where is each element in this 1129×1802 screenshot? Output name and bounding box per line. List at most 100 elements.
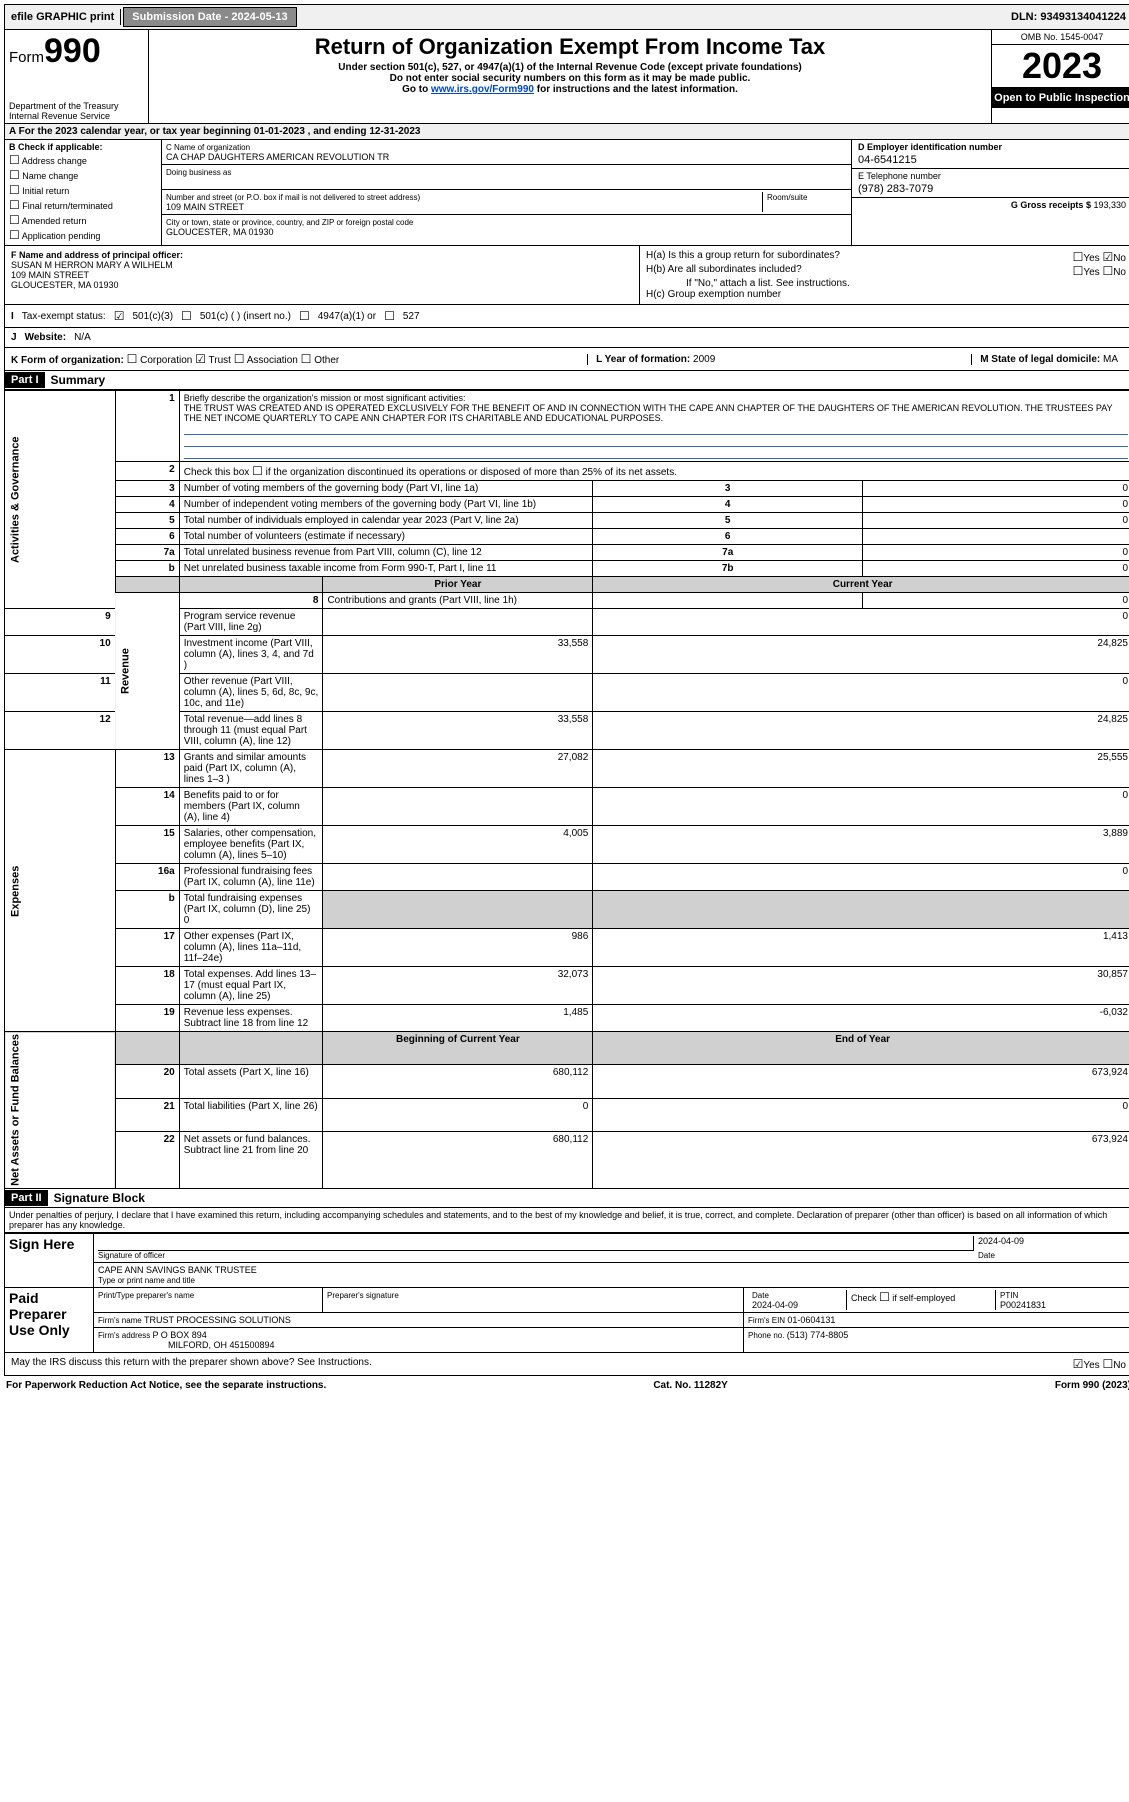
header-right: OMB No. 1545-0047 2023 Open to Public In… xyxy=(991,30,1129,123)
open-inspection: Open to Public Inspection xyxy=(992,88,1129,108)
website-value: N/A xyxy=(74,332,91,343)
val-17-prior: 986 xyxy=(323,929,593,967)
prep-sig-cell: Preparer's signature xyxy=(323,1287,744,1312)
val-7b: 0 xyxy=(863,561,1129,577)
sig-officer-row: 2024-04-09 Signature of officerDate xyxy=(94,1233,1129,1262)
col-end-year: End of Year xyxy=(593,1032,1129,1065)
firm-name-cell: Firm's name TRUST PROCESSING SOLUTIONS xyxy=(94,1312,744,1327)
ein-row: D Employer identification number 04-6541… xyxy=(852,140,1129,169)
state-domicile: MA xyxy=(1103,354,1118,365)
col-current-year: Current Year xyxy=(593,577,1129,593)
val-19-prior: 1,485 xyxy=(323,1005,593,1032)
row-j-website: J Website: N/A xyxy=(4,328,1129,348)
val-4: 0 xyxy=(863,497,1129,513)
side-net-assets: Net Assets or Fund Balances xyxy=(5,1032,116,1189)
ptin-value: P00241831 xyxy=(1000,1300,1046,1310)
chk-527[interactable]: ☐ xyxy=(384,309,395,323)
gross-receipts: 193,330 xyxy=(1093,200,1126,210)
page-footer: For Paperwork Reduction Act Notice, see … xyxy=(4,1376,1129,1395)
val-22: 673,924 xyxy=(593,1132,1129,1188)
val-10: 24,825 xyxy=(593,636,1129,674)
discuss-no[interactable]: ☐ xyxy=(1102,1357,1113,1371)
submission-date-btn[interactable]: Submission Date - 2024-05-13 xyxy=(123,7,296,27)
val-20-begin: 680,112 xyxy=(323,1065,593,1098)
section-fh: F Name and address of principal officer:… xyxy=(4,246,1129,305)
dln: DLN: 93493134041224 xyxy=(1005,9,1129,25)
subtitle-1: Under section 501(c), 527, or 4947(a)(1)… xyxy=(153,62,987,73)
footer-catno: Cat. No. 11282Y xyxy=(653,1380,727,1391)
mission-text: THE TRUST WAS CREATED AND IS OPERATED EX… xyxy=(184,403,1113,423)
h-c-label: H(c) Group exemption number xyxy=(646,289,1126,300)
tax-year-box: 2023 xyxy=(992,45,1129,88)
irs-form990-link[interactable]: www.irs.gov/Form990 xyxy=(431,84,534,95)
chk-4947[interactable]: ☐ xyxy=(299,309,310,323)
chk-corp[interactable]: ☐ xyxy=(127,352,138,366)
line-2: Check this box ☐ if the organization dis… xyxy=(179,462,1129,481)
org-name-row: C Name of organization CA CHAP DAUGHTERS… xyxy=(162,140,851,165)
subtitle-2: Do not enter social security numbers on … xyxy=(153,73,987,84)
form-header: Form990 Department of the Treasury Inter… xyxy=(4,30,1129,124)
discuss-row: May the IRS discuss this return with the… xyxy=(4,1353,1129,1376)
val-6 xyxy=(863,529,1129,545)
side-revenue: Revenue xyxy=(115,593,179,750)
footer-formref: Form 990 (2023) xyxy=(1055,1380,1129,1391)
tel-row: E Telephone number (978) 283-7079 xyxy=(852,169,1129,198)
col-begin-year: Beginning of Current Year xyxy=(323,1032,593,1065)
val-15: 3,889 xyxy=(593,826,1129,864)
line-a-tax-year: A For the 2023 calendar year, or tax yea… xyxy=(4,124,1129,140)
val-18-prior: 32,073 xyxy=(323,967,593,1005)
val-12: 24,825 xyxy=(593,712,1129,750)
form-number: Form990 xyxy=(9,32,144,71)
chk-501c[interactable]: ☐ xyxy=(181,309,192,323)
chk-app-pending[interactable]: ☐ Application pending xyxy=(9,228,157,242)
val-19: -6,032 xyxy=(593,1005,1129,1032)
efile-label: efile GRAPHIC print xyxy=(5,9,121,25)
col-c-org-info: C Name of organization CA CHAP DAUGHTERS… xyxy=(162,140,851,245)
chk-assoc[interactable]: ☐ xyxy=(234,352,245,366)
row-k-form-org: K Form of organization: ☐ Corporation ☑ … xyxy=(4,348,1129,371)
principal-officer: F Name and address of principal officer:… xyxy=(5,246,640,304)
footer-left: For Paperwork Reduction Act Notice, see … xyxy=(6,1380,326,1391)
header-mid: Return of Organization Exempt From Incom… xyxy=(149,30,991,123)
chk-address-change[interactable]: ☐ Address change xyxy=(9,153,157,167)
val-10-prior: 33,558 xyxy=(323,636,593,674)
sign-here-label: Sign Here xyxy=(5,1233,94,1287)
prep-right-cell: Date2024-04-09 Check ☐ if self-employed … xyxy=(744,1287,1129,1312)
chk-trust[interactable]: ☑ xyxy=(195,352,206,366)
firm-ein-cell: Firm's EIN 01-0604131 xyxy=(744,1312,1129,1327)
street-address: 109 MAIN STREET xyxy=(166,202,244,212)
gross-receipts-row: G Gross receipts $ 193,330 xyxy=(852,198,1129,212)
part1-header: Part I Summary xyxy=(4,371,1129,390)
form-title: Return of Organization Exempt From Incom… xyxy=(153,34,987,60)
val-22-begin: 680,112 xyxy=(323,1132,593,1188)
row-i-tax-exempt: I Tax-exempt status: ☑501(c)(3) ☐501(c) … xyxy=(4,305,1129,328)
val-20: 673,924 xyxy=(593,1065,1129,1098)
firm-phone-cell: Phone no. (513) 774-8805 xyxy=(744,1327,1129,1352)
val-18: 30,857 xyxy=(593,967,1129,1005)
signature-block: Sign Here 2024-04-09 Signature of office… xyxy=(4,1233,1129,1353)
discuss-yes[interactable]: ☑ xyxy=(1073,1357,1084,1371)
b-label: B Check if applicable: xyxy=(9,142,103,152)
chk-initial-return[interactable]: ☐ Initial return xyxy=(9,183,157,197)
paid-preparer-label: Paid Preparer Use Only xyxy=(5,1287,94,1352)
chk-name-change[interactable]: ☐ Name change xyxy=(9,168,157,182)
irs-label: Internal Revenue Service xyxy=(9,111,144,121)
firm-addr-cell: Firm's address P O BOX 894 MILFORD, OH 4… xyxy=(94,1327,744,1352)
chk-501c3[interactable]: ☑ xyxy=(114,309,125,323)
part2-header: Part II Signature Block xyxy=(4,1189,1129,1208)
chk-amended[interactable]: ☐ Amended return xyxy=(9,213,157,227)
side-expenses: Expenses xyxy=(5,750,116,1032)
val-16a: 0 xyxy=(593,864,1129,891)
val-7a: 0 xyxy=(863,545,1129,561)
dept-treasury: Department of the Treasury xyxy=(9,101,144,111)
chk-final-return[interactable]: ☐ Final return/terminated xyxy=(9,198,157,212)
val-21-begin: 0 xyxy=(323,1098,593,1131)
val-8: 0 xyxy=(863,593,1129,609)
year-formation: 2009 xyxy=(693,354,715,365)
val-17: 1,413 xyxy=(593,929,1129,967)
chk-other[interactable]: ☐ xyxy=(301,352,312,366)
col-b-checkboxes: B Check if applicable: ☐ Address change … xyxy=(5,140,162,245)
val-9: 0 xyxy=(593,609,1129,636)
org-name: CA CHAP DAUGHTERS AMERICAN REVOLUTION TR xyxy=(166,152,389,162)
val-15-prior: 4,005 xyxy=(323,826,593,864)
